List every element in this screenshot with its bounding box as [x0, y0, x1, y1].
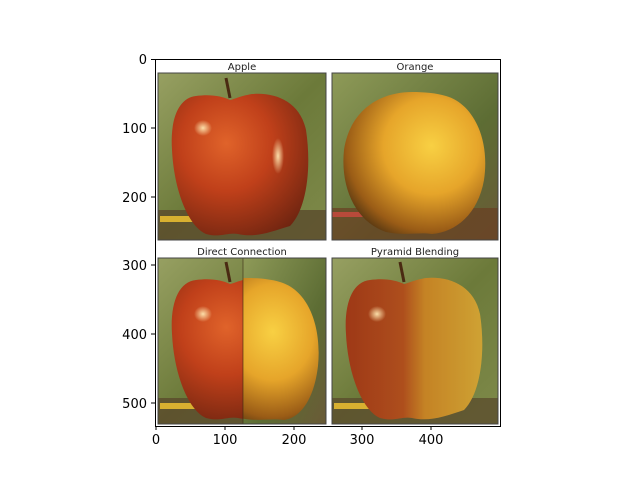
- x-tick-label: 0: [152, 433, 160, 448]
- y-tick-label: 100: [122, 122, 147, 137]
- panel-title-direct: Direct Connection: [197, 247, 287, 258]
- panel-title-pyramid: Pyramid Blending: [371, 247, 459, 258]
- x-tick-label: 100: [213, 433, 238, 448]
- y-tick-label: 500: [122, 397, 147, 412]
- y-tick-label: 400: [122, 328, 147, 343]
- orange-image: [343, 92, 486, 234]
- panel-title-apple: Apple: [228, 62, 256, 73]
- apple-panel: [157, 72, 327, 241]
- y-tick-label: 200: [122, 191, 147, 206]
- apple-stem: [224, 77, 232, 99]
- orange-panel: [331, 72, 499, 241]
- x-tick-label: 300: [350, 433, 375, 448]
- direct-connection-panel: [157, 257, 327, 425]
- pyramid-blending-panel: [331, 257, 499, 425]
- apple-image: [171, 93, 309, 236]
- y-axis: [151, 59, 155, 404]
- x-axis: [155, 426, 432, 430]
- x-tick-label: 400: [419, 433, 444, 448]
- x-tick-label: 200: [282, 433, 307, 448]
- panel-title-orange: Orange: [397, 62, 434, 73]
- y-tick-label: 300: [122, 259, 147, 274]
- y-tick-label: 0: [139, 53, 147, 68]
